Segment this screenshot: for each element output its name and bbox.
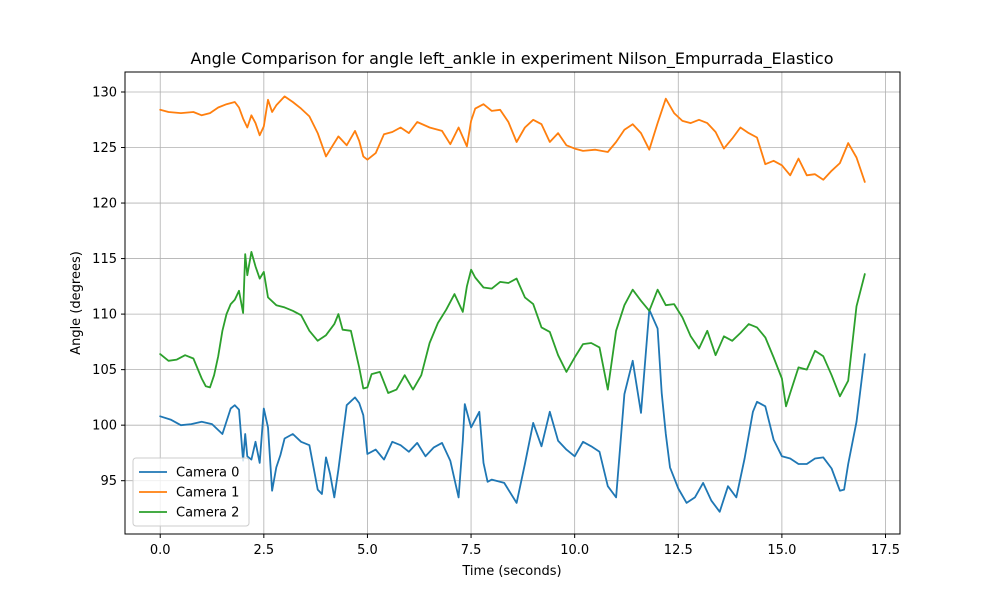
series-line-camera-1 <box>159 95 866 183</box>
series-line-camera-0 <box>159 308 866 513</box>
plot-frame <box>124 71 901 535</box>
legend-box <box>132 457 250 527</box>
legend-label: Camera 0 <box>176 466 239 481</box>
y-tick-label: 125 <box>92 141 117 156</box>
series-line-camera-2 <box>159 250 866 408</box>
x-tick-label: 2.5 <box>253 543 274 558</box>
legend-label: Camera 1 <box>176 486 239 501</box>
y-tick-label: 105 <box>92 363 117 378</box>
y-axis-label: Angle (degrees) <box>69 251 84 355</box>
y-tick-label: 120 <box>92 197 117 212</box>
x-tick-label: 17.5 <box>871 543 900 558</box>
legend: Camera 0 Camera 1 Camera 2 <box>132 457 250 527</box>
y-tick-label: 100 <box>92 419 117 434</box>
y-tick-label: 110 <box>92 308 117 323</box>
x-tick-label: 10.0 <box>560 543 589 558</box>
chart-title: Angle Comparison for angle left_ankle in… <box>191 49 834 69</box>
legend-label: Camera 2 <box>176 506 239 521</box>
x-tick-label: 5.0 <box>357 543 378 558</box>
x-tick-label: 7.5 <box>461 543 482 558</box>
y-tick-label: 95 <box>100 474 117 489</box>
series-lines <box>159 95 866 513</box>
x-tick-label: 0.0 <box>150 543 171 558</box>
x-tick-label: 15.0 <box>767 543 796 558</box>
y-tick-label: 130 <box>92 85 117 100</box>
x-tick-label: 12.5 <box>664 543 693 558</box>
y-tick-label: 115 <box>92 252 117 267</box>
axis-ticks: 0.0 2.5 5.0 7.5 10.0 12.5 15.0 17.5 95 100 105 110 1… <box>92 85 900 558</box>
x-axis-label: Time (seconds) <box>461 564 561 579</box>
